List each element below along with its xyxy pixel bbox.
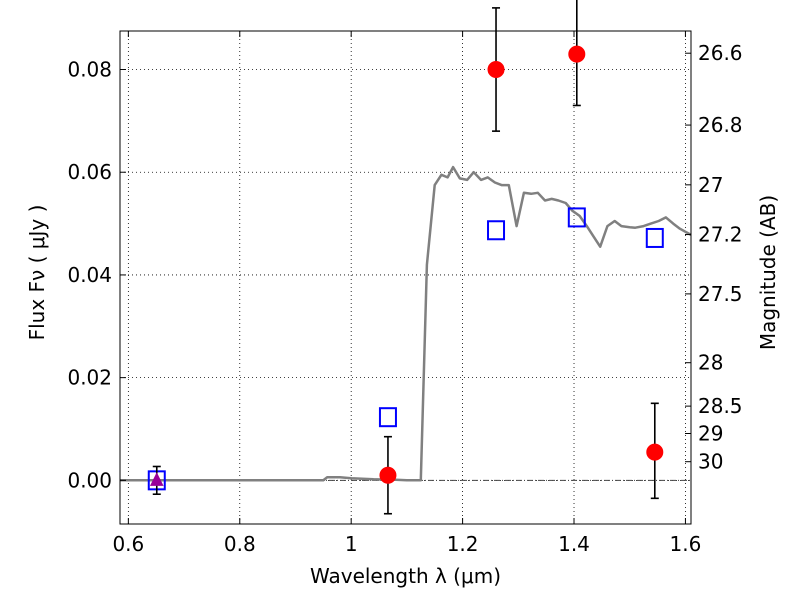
y-tick-label: 0.06 (67, 160, 112, 184)
y2-tick-label: 27 (698, 173, 723, 197)
y2-tick-label: 26.8 (698, 113, 743, 137)
model-sed-layer (120, 165, 692, 482)
model-flux-square (567, 207, 586, 228)
model-flux-square (645, 227, 664, 248)
x-tick-label: 1.2 (447, 532, 479, 556)
y-axis-label: Flux Fν ( μJy ) (25, 205, 49, 341)
x-tick-label: 1 (345, 532, 358, 556)
grid-lines (120, 31, 691, 524)
observed-point (487, 61, 505, 79)
y2-axis-label: Magnitude (AB) (756, 195, 780, 350)
x-tick-label: 0.6 (112, 532, 144, 556)
y2-tick-label: 26.6 (698, 41, 743, 65)
plot-frame (119, 30, 692, 525)
model-sed-line (120, 165, 692, 482)
y-tick-label: 0.08 (67, 58, 112, 82)
observed-point (379, 466, 397, 484)
y-tick-label: 0.02 (67, 366, 112, 390)
y2-tick-label: 27.5 (698, 282, 743, 306)
y-tick-label: 0.04 (67, 263, 112, 287)
y2-tick-label: 28 (698, 351, 723, 375)
y2-tick-label: 29 (698, 422, 723, 446)
y-tick-label: 0.00 (67, 468, 112, 492)
x-axis-label: Wavelength λ (μm) (310, 564, 501, 588)
marker-layer (147, 0, 664, 515)
x-tick-label: 1.4 (558, 532, 590, 556)
model-flux-square (378, 407, 397, 428)
x-tick-label: 1.6 (670, 532, 702, 556)
observed-point (568, 45, 586, 63)
y2-tick-label: 30 (698, 450, 723, 474)
observed-point (646, 443, 664, 461)
model-flux-square (487, 220, 506, 241)
y2-tick-label: 27.2 (698, 223, 743, 247)
y2-tick-label: 28.5 (698, 394, 743, 418)
x-tick-label: 0.8 (224, 532, 256, 556)
tick-layer: 0.6 0.8 1 1.2 1.4 1.6 0.00 0.02 0.04 0.06 0.08 26.6… (67, 31, 743, 556)
upper-limit-triangle (149, 472, 164, 486)
